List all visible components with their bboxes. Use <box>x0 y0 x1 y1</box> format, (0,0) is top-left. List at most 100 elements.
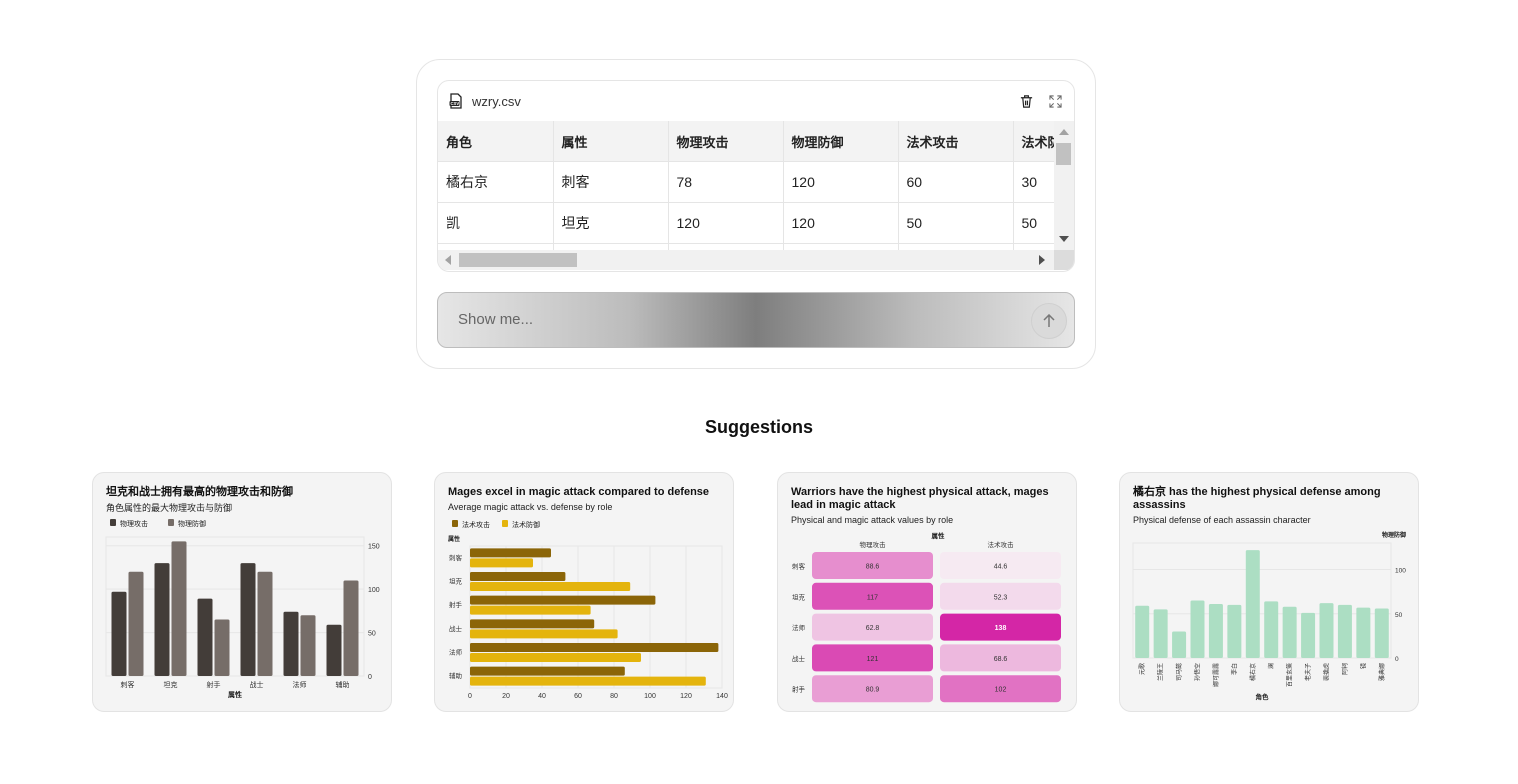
table-cell: 78 <box>668 161 784 203</box>
x-tick-label: 100 <box>644 693 656 700</box>
x-tick-label: 法师 <box>293 680 307 689</box>
column-header[interactable]: 属性 <box>553 121 669 162</box>
x-tick-label: 140 <box>716 693 728 700</box>
heatmap-cell <box>812 644 933 672</box>
chart-assassin-defense: 物理防御 0 50 100 元歌 兰陵王 司马懿 孙悟空 娜可露露 李白 橘右京 澜 百里玄策 老夫子 裴擒… <box>1132 531 1406 701</box>
column-header[interactable]: 物理防御 <box>783 121 899 162</box>
bar <box>470 619 595 629</box>
column-label: 物理攻击 <box>860 540 887 549</box>
table-cell: 橘右京 <box>438 161 554 203</box>
column-header[interactable]: 法术攻击 <box>898 121 1014 162</box>
heatmap-cell <box>940 582 1061 610</box>
legend-label: 法术攻击 <box>462 520 490 529</box>
bar <box>1264 601 1279 658</box>
bar <box>128 571 144 676</box>
bar <box>154 563 170 676</box>
card-title: 坦克和战士拥有最高的物理攻击和防御 <box>106 486 293 498</box>
x-tick-label: 裴擒虎 <box>1323 663 1331 681</box>
suggestion-card[interactable]: 坦克和战士拥有最高的物理攻击和防御 角色属性的最大物理攻击与防御 0 50 100 1… <box>92 472 392 712</box>
bar <box>300 615 316 676</box>
x-tick-label: 兰陵王 <box>1157 663 1165 681</box>
bar <box>1356 607 1371 658</box>
bar <box>470 595 656 605</box>
vertical-scroll-thumb[interactable] <box>1056 143 1071 165</box>
x-tick-label: 刺客 <box>121 680 135 689</box>
y-tick-label: 法师 <box>449 648 463 657</box>
send-button[interactable] <box>1031 303 1067 339</box>
horizontal-scrollbar[interactable] <box>438 250 1054 270</box>
y-tick-label: 150 <box>368 544 380 551</box>
bar <box>343 580 359 676</box>
column-header[interactable]: 物理攻击 <box>668 121 784 162</box>
data-table: 角色 属性 物理攻击 物理防御 法术攻击 法术防 橘右京 刺客 78 120 6… <box>438 121 1054 250</box>
cell-value: 62.8 <box>866 625 880 632</box>
table-row: 凯 坦克 120 120 50 50 <box>438 202 1054 244</box>
table-cell: 50 <box>898 202 1014 244</box>
plot-frame <box>1132 542 1392 659</box>
x-tick-label: 百里玄策 <box>1286 663 1294 687</box>
suggestion-card[interactable]: Warriors have the highest physical attac… <box>777 472 1077 712</box>
x-tick-label: 老夫子 <box>1304 663 1312 681</box>
x-tick-label: 0 <box>468 693 472 700</box>
plot-frame <box>105 536 365 677</box>
cell-value: 68.6 <box>994 656 1008 663</box>
y-tick-label: 射手 <box>449 600 463 609</box>
x-tick-label: 战士 <box>250 680 264 689</box>
cell-value: 138 <box>995 625 1007 632</box>
bar <box>1153 609 1168 658</box>
y-tick-label: 50 <box>1395 612 1403 619</box>
bar <box>1245 550 1260 658</box>
suggestion-card[interactable]: Mages excel in magic attack compared to … <box>434 472 734 712</box>
heatmap-cell <box>812 552 933 579</box>
y-tick-label: 100 <box>1395 568 1406 575</box>
vertical-scrollbar[interactable] <box>1054 121 1074 250</box>
scroll-up-arrow-icon[interactable] <box>1059 129 1069 135</box>
legend-swatch <box>168 519 174 526</box>
card-title: 橘右京 has the highest physical defense amo… <box>1133 486 1381 511</box>
x-tick-label: 李白 <box>1230 663 1238 675</box>
x-tick-label: 120 <box>680 693 692 700</box>
column-header[interactable]: 角色 <box>438 121 554 162</box>
table-row: 橘右京 刺客 78 120 60 30 <box>438 161 1054 203</box>
y-tick-label: 50 <box>368 631 376 638</box>
table-cell: 凯 <box>438 202 554 244</box>
column-header[interactable]: 法术防 <box>1013 121 1054 162</box>
table-cell: 30 <box>1013 161 1054 203</box>
row-label: 射手 <box>792 685 806 694</box>
x-tick-label: 坦克 <box>164 680 178 689</box>
bar <box>214 619 230 676</box>
scroll-left-arrow-icon[interactable] <box>445 255 451 265</box>
heatmap-cell <box>940 675 1061 703</box>
card-subtitle: Average magic attack vs. defense by role <box>448 502 613 512</box>
data-table-viewport[interactable]: 角色 属性 物理攻击 物理防御 法术攻击 法术防 橘右京 刺客 78 120 6… <box>438 121 1054 250</box>
suggestion-card[interactable]: 橘右京 has the highest physical defense amo… <box>1119 472 1419 712</box>
bar <box>1301 612 1316 658</box>
expand-button[interactable] <box>1045 91 1065 111</box>
bar <box>470 548 551 558</box>
x-tick-label: 阿轲 <box>1341 663 1349 675</box>
bar <box>470 572 566 581</box>
bar <box>470 582 631 591</box>
x-tick-label: 孙悟空 <box>1194 663 1202 681</box>
x-tick-label: 20 <box>502 693 510 700</box>
x-tick-label: 镜 <box>1359 663 1367 669</box>
upload-panel: CSV wzry.csv 角色 属性 物理攻击 物理防御 法术攻击 法术防 <box>416 59 1096 369</box>
y-axis-title: 物理防御 <box>1382 531 1406 539</box>
svg-text:CSV: CSV <box>451 101 460 106</box>
scrollbar-corner <box>1054 250 1074 270</box>
x-tick-label: 娜可露露 <box>1212 663 1220 687</box>
column-label: 法术攻击 <box>988 540 1015 549</box>
scroll-down-arrow-icon[interactable] <box>1059 236 1069 242</box>
bar <box>1319 603 1334 658</box>
bar <box>1208 604 1223 658</box>
scroll-right-arrow-icon[interactable] <box>1039 255 1045 265</box>
y-tick-label: 0 <box>1395 656 1399 663</box>
table-cell: 坦克 <box>553 202 669 244</box>
bar <box>1337 604 1352 658</box>
legend-label: 法术防御 <box>512 520 540 529</box>
prompt-input[interactable] <box>456 310 1000 329</box>
delete-file-button[interactable] <box>1016 91 1036 111</box>
horizontal-scroll-thumb[interactable] <box>459 253 577 267</box>
